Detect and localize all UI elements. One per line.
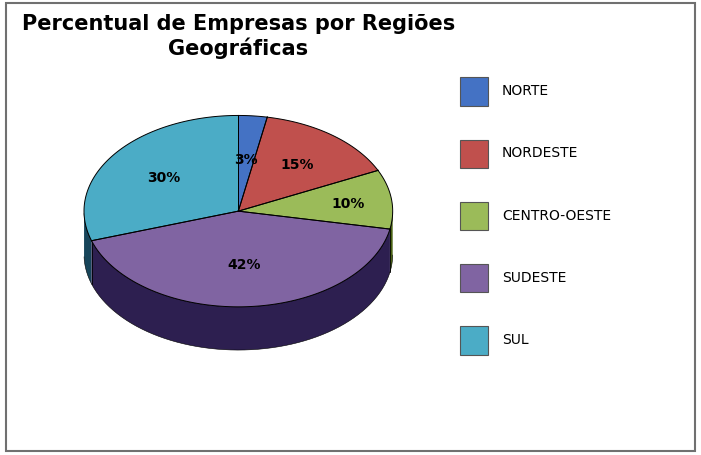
Text: SUL: SUL: [502, 332, 529, 346]
Polygon shape: [92, 230, 390, 350]
Text: CENTRO-OESTE: CENTRO-OESTE: [502, 208, 611, 222]
Text: Percentual de Empresas por Regiões
Geográficas: Percentual de Empresas por Regiões Geogr…: [22, 14, 455, 59]
Bar: [461, 140, 488, 168]
Bar: [461, 264, 488, 293]
Bar: [461, 327, 488, 355]
Text: NORDESTE: NORDESTE: [502, 146, 578, 160]
Text: 10%: 10%: [332, 196, 365, 210]
Polygon shape: [84, 214, 92, 284]
Text: 15%: 15%: [280, 158, 314, 172]
Polygon shape: [238, 171, 393, 230]
Text: 3%: 3%: [235, 152, 258, 167]
Bar: [461, 202, 488, 231]
Polygon shape: [390, 212, 393, 273]
Text: NORTE: NORTE: [502, 84, 549, 98]
Bar: [461, 78, 488, 106]
Text: 30%: 30%: [147, 171, 180, 185]
Polygon shape: [84, 116, 238, 241]
Text: 42%: 42%: [227, 257, 260, 271]
Polygon shape: [238, 116, 267, 212]
Polygon shape: [238, 118, 378, 212]
Polygon shape: [92, 212, 390, 307]
Text: SUDESTE: SUDESTE: [502, 270, 566, 284]
